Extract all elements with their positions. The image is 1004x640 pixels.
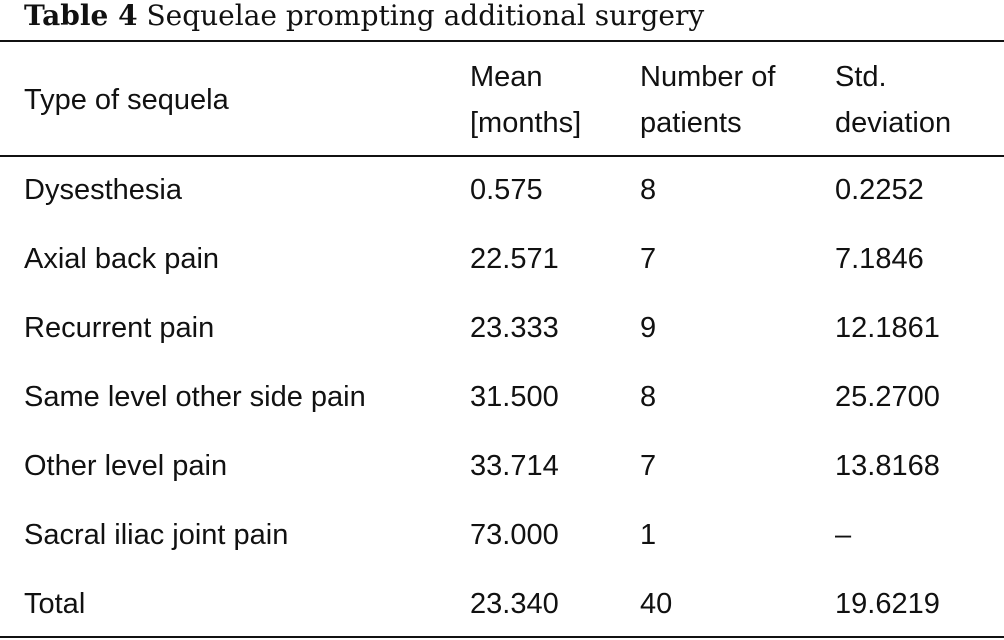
- cell-number: 1: [640, 519, 657, 551]
- cell-sd: 13.8168: [835, 450, 940, 482]
- cell-mean: 0.575: [470, 173, 543, 206]
- header-row: Type of sequela Mean [months] Number of pa…: [0, 42, 1004, 155]
- table-row: Same level other side pain 31.500 8 25.2…: [0, 363, 1004, 432]
- header-type-text: Type of sequela: [24, 83, 229, 116]
- cell-mean: 23.340: [470, 588, 559, 620]
- cell-type: Total: [24, 588, 86, 620]
- cell-mean: 31.500: [470, 381, 559, 413]
- header-type: Type of sequela: [0, 42, 470, 155]
- cell-type: Same level other side pain: [24, 381, 366, 413]
- cell-type: Sacral iliac joint pain: [24, 519, 289, 551]
- table-header-rule: [0, 155, 1004, 157]
- cell-mean: 22.571: [470, 243, 559, 275]
- sequelae-table: Type of sequela Mean [months] Number of pa…: [0, 42, 1004, 639]
- cell-mean: 33.714: [470, 450, 559, 482]
- cell-mean: 23.333: [470, 312, 559, 344]
- cell-number: 8: [640, 381, 657, 413]
- header-number-line1: Number of: [640, 60, 776, 93]
- cell-sd: 7.1846: [835, 243, 924, 275]
- cell-sd: –: [835, 519, 852, 551]
- header-sd: Std. deviation: [835, 42, 1004, 155]
- cell-type: Dysesthesia: [24, 173, 182, 206]
- cell-sd: 0.2252: [835, 173, 924, 206]
- cell-mean: 73.000: [470, 519, 559, 551]
- cell-number: 7: [640, 450, 657, 482]
- cell-sd: 25.2700: [835, 381, 940, 413]
- table-row: Other level pain 33.714 7 13.8168: [0, 432, 1004, 501]
- header-sd-line2: deviation: [835, 106, 952, 139]
- cell-sd: 19.6219: [835, 588, 940, 620]
- cell-sd: 12.1861: [835, 312, 940, 344]
- header-mean-line2: [months]: [470, 106, 582, 139]
- header-number: Number of patients: [640, 42, 835, 155]
- table-row-total: Total 23.340 40 19.6219: [0, 570, 1004, 639]
- header-mean-line1: Mean: [470, 60, 543, 93]
- cell-number: 7: [640, 243, 657, 275]
- table-caption-label: Table 4: [24, 0, 138, 32]
- table-row: Dysesthesia 0.575 8 0.2252: [0, 155, 1004, 225]
- header-sd-line1: Std.: [835, 60, 887, 93]
- table-bottom-rule: [0, 636, 1004, 638]
- cell-type: Recurrent pain: [24, 312, 215, 344]
- header-number-line2: patients: [640, 106, 742, 139]
- table-row: Recurrent pain 23.333 9 12.1861: [0, 294, 1004, 363]
- cell-number: 8: [640, 173, 657, 206]
- table-row: Axial back pain 22.571 7 7.1846: [0, 225, 1004, 294]
- table-row: Sacral iliac joint pain 73.000 1 –: [0, 501, 1004, 570]
- table-top-rule: [0, 40, 1004, 42]
- table-caption-title: Sequelae prompting additional surgery: [146, 0, 705, 32]
- cell-type: Axial back pain: [24, 243, 220, 275]
- header-mean: Mean [months]: [470, 42, 640, 155]
- cell-number: 9: [640, 312, 657, 344]
- table-caption: Table 4 Sequelae prompting additional su…: [24, 0, 704, 36]
- table-body: Dysesthesia 0.575 8 0.2252 Axial back pa…: [0, 155, 1004, 639]
- cell-number: 40: [640, 588, 673, 620]
- cell-type: Other level pain: [24, 450, 228, 482]
- table-header: Type of sequela Mean [months] Number of pa…: [0, 42, 1004, 155]
